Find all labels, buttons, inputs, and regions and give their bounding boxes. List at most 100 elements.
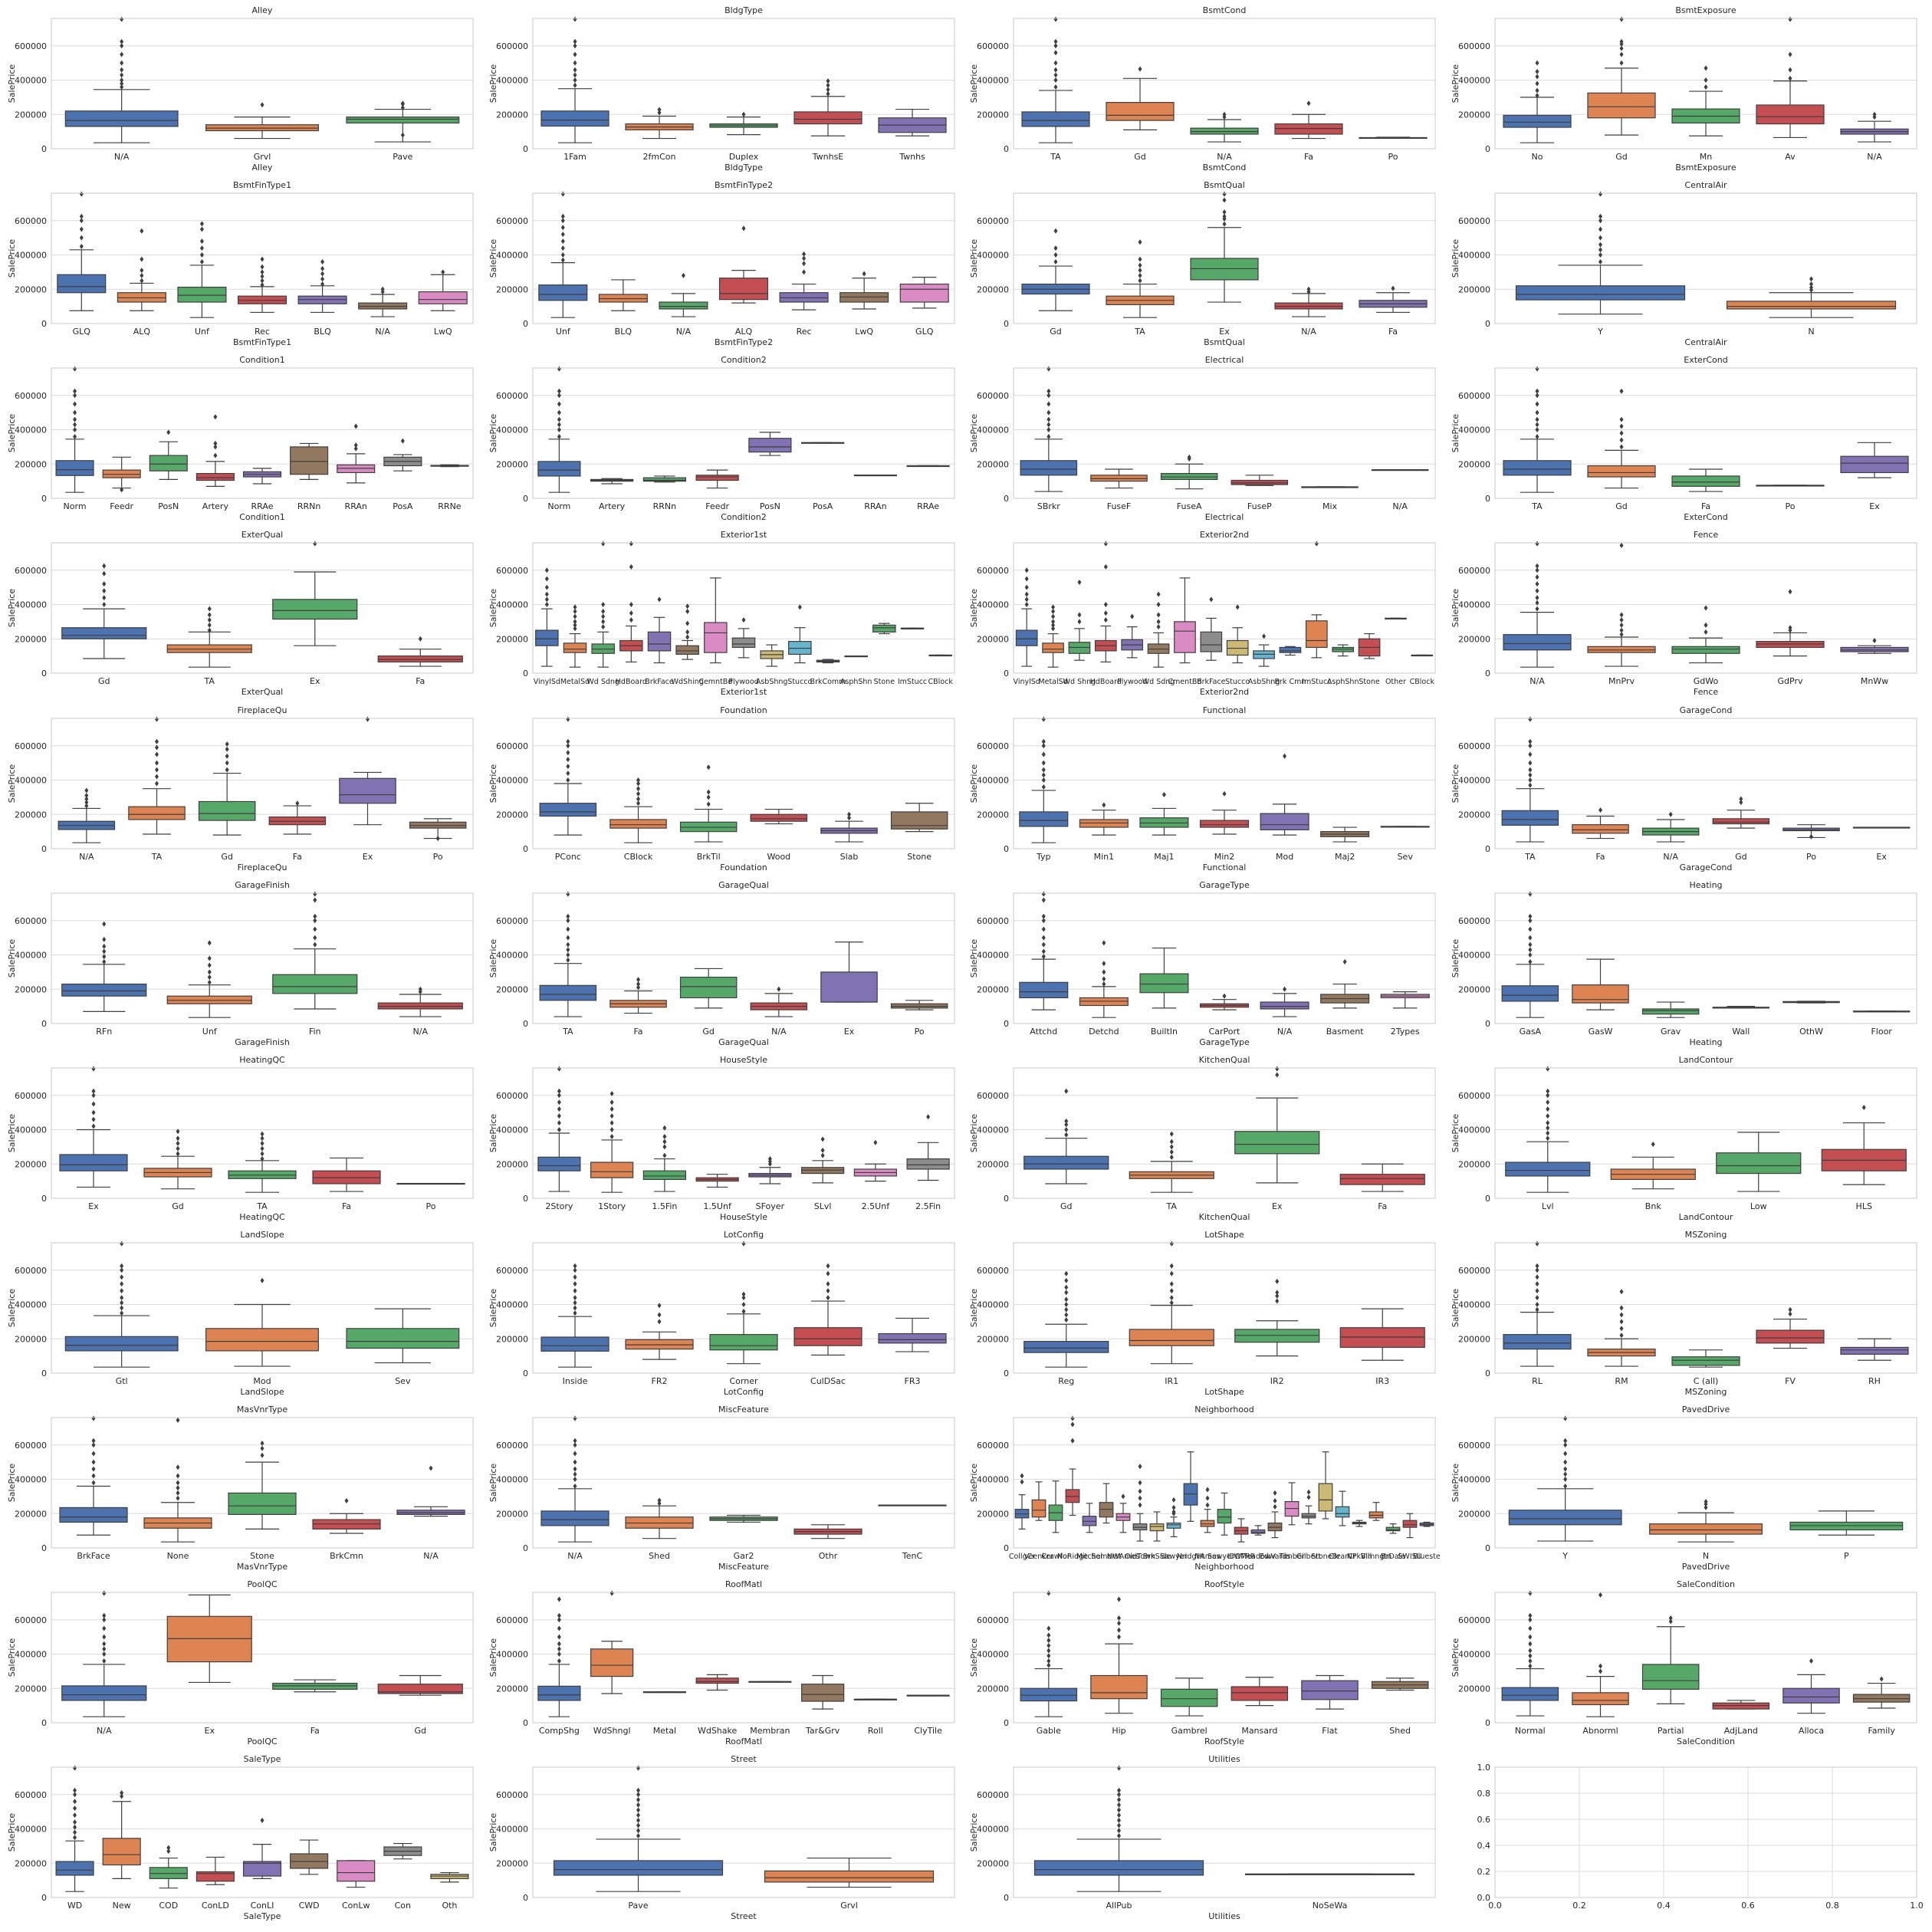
x-tick-label: Fa: [310, 1726, 320, 1736]
outlier-marker: [176, 1417, 180, 1423]
box-iqr: [1279, 646, 1302, 653]
outlier-marker: [802, 269, 807, 275]
outlier-marker: [560, 191, 565, 197]
outlier-marker: [79, 213, 84, 219]
y-tick-label: 400000: [977, 1475, 1009, 1485]
subplot-lotshape: 0 200000 400000 600000 LotShape LotShape SaleP…: [968, 1226, 1451, 1401]
subplot-title: GarageQual: [718, 880, 769, 890]
box-iqr: [1019, 811, 1069, 827]
y-tick-label: 0: [523, 494, 528, 504]
y-axis-label: SalePrice: [1451, 1114, 1460, 1153]
y-tick-label: 600000: [977, 216, 1009, 226]
box-N/A: [1190, 111, 1259, 143]
outlier-marker: [120, 38, 124, 44]
outlier-marker: [1077, 619, 1082, 625]
x-tick-label: Grav: [1661, 1027, 1681, 1037]
box-Timber: [1284, 1482, 1300, 1526]
x-tick-label: CWD: [299, 1901, 320, 1911]
x-tick-label: HdBoard: [1090, 678, 1122, 686]
y-tick-label: 200000: [15, 984, 47, 994]
outlier-marker: [213, 444, 218, 450]
plot-frame: [1494, 1592, 1917, 1723]
plot-frame: [1494, 718, 1917, 849]
subplot-heatingqc: 0 200000 400000 600000 HeatingQC HeatingQC Sal…: [5, 1051, 488, 1226]
outlier-marker: [120, 1310, 124, 1316]
outlier-marker: [566, 770, 570, 777]
plot-frame: [1494, 1067, 1917, 1199]
subplot-bsmtqual: 0 200000 400000 600000 BsmtQual BsmtQual SaleP…: [968, 176, 1451, 351]
outlier-marker: [1046, 1662, 1051, 1668]
plot-frame: [1494, 1417, 1917, 1549]
y-tick-label: 400000: [496, 600, 528, 610]
outlier-marker: [1872, 638, 1877, 643]
x-tick-label: Mod: [1276, 852, 1293, 862]
subplot-svg: 0200000400000600000MasVnrTypeMasVnrTypeS…: [7, 1405, 474, 1572]
box-ImStucc: [900, 627, 925, 629]
outlier-marker: [566, 918, 570, 924]
subplot-svg: 0200000400000600000UtilitiesUtilitiesSal…: [969, 1754, 1436, 1921]
subplot-svg: 0200000400000600000CentralAirCentralAirS…: [1451, 180, 1917, 347]
outlier-marker: [1528, 777, 1533, 784]
y-tick-label: 600000: [15, 566, 47, 576]
outlier-marker: [657, 1303, 662, 1309]
y-axis-label: SalePrice: [969, 1638, 979, 1677]
box-N/A: [1840, 111, 1909, 143]
y-tick-label: 400000: [496, 1825, 528, 1835]
subplot-centralair: 0 200000 400000 600000 CentralAir CentralAir S…: [1449, 176, 1932, 351]
outlier-marker: [1053, 228, 1058, 234]
box-RL: [1503, 1240, 1572, 1367]
outlier-marker: [120, 43, 124, 49]
plot-frame: [1013, 1592, 1436, 1723]
box-iqr: [1716, 1152, 1802, 1175]
subplot-title: GarageFinish: [235, 880, 290, 890]
y-axis-label: SalePrice: [1451, 64, 1460, 104]
box-Twnhs: [878, 108, 947, 136]
outlier-marker: [573, 613, 577, 619]
y-tick-label: 400000: [496, 426, 528, 435]
y-tick-label: 0: [523, 844, 528, 854]
x-tick-label: RRNe: [438, 501, 462, 511]
subplot-title: Functional: [1203, 705, 1247, 715]
box-SawyerW: [1217, 1492, 1232, 1536]
subplot-fence: 0 200000 400000 600000 Fence Fence SalePrice N/…: [1449, 526, 1932, 701]
outlier-marker: [826, 1263, 830, 1269]
x-tick-label: RFn: [96, 1027, 112, 1037]
box-iqr: [128, 806, 186, 820]
box-iqr: [537, 461, 581, 477]
outlier-marker: [1205, 1502, 1210, 1508]
subplot-svg: 0200000400000600000RoofStyleRoofStyleSal…: [969, 1579, 1436, 1746]
plot-background: [533, 368, 955, 498]
outlier-marker: [313, 897, 317, 903]
x-tick-label: ConLD: [202, 1901, 229, 1911]
x-tick-label: IR2: [1270, 1376, 1284, 1386]
outlier-marker: [1528, 772, 1533, 778]
x-tick-label: N/A: [79, 852, 94, 862]
x-tick-label: SFoyer: [756, 1201, 785, 1211]
box-PosN: [748, 432, 792, 456]
box-GdPrv: [1756, 589, 1825, 657]
subplot-svg: 0200000400000600000LandSlopeLandSlopeSal…: [7, 1230, 474, 1397]
box-BrDale: [1385, 1523, 1401, 1534]
outlier-marker: [601, 619, 606, 625]
y-tick-label: 200000: [496, 1509, 528, 1519]
box-iqr: [59, 1506, 128, 1523]
y-tick-label: 0: [1485, 1194, 1490, 1204]
plot-background: [1495, 1592, 1917, 1723]
x-tick-label: 0.8: [1825, 1901, 1839, 1911]
outlier-marker: [1064, 1132, 1069, 1138]
outlier-marker: [662, 1125, 667, 1131]
x-tick-label: CemntBd: [698, 678, 732, 686]
subplot-title: Exterior2nd: [1200, 530, 1249, 540]
outlier-marker: [601, 540, 606, 547]
outlier-marker: [1563, 1471, 1568, 1477]
box-iqr: [1385, 1526, 1401, 1532]
x-tick-label: Basment: [1326, 1027, 1364, 1037]
outlier-marker: [573, 1295, 577, 1301]
outlier-marker: [120, 77, 124, 84]
outlier-marker: [1041, 891, 1046, 897]
x-axis-label: Condition2: [721, 512, 767, 522]
outlier-marker: [1528, 1648, 1533, 1654]
y-tick-label: 600000: [15, 741, 47, 751]
x-tick-label: Floor: [1871, 1027, 1892, 1037]
outlier-marker: [1077, 579, 1082, 585]
